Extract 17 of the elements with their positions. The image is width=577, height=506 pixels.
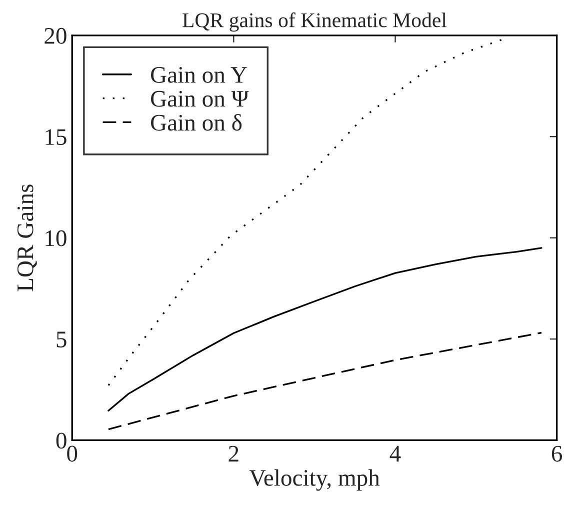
x-tick-label: 2 — [228, 446, 238, 462]
legend-label: Gain on δ — [151, 114, 242, 131]
x-tick-label: 4 — [390, 446, 401, 462]
line-series — [108, 332, 542, 430]
chart-title: LQR gains of Kinematic Model — [182, 12, 447, 32]
legend-label: Gain on Ψ — [151, 90, 249, 107]
x-tick-label: 0 — [67, 446, 78, 462]
y-tick-label: 10 — [46, 230, 66, 246]
y-tick-label: 5 — [56, 332, 66, 348]
y-tick-label: 15 — [46, 129, 66, 146]
y-tick-label: 20 — [44, 28, 66, 44]
y-tick-label: 0 — [56, 432, 66, 449]
legend-label: Gain on Y — [151, 67, 247, 83]
y-axis-title: LQR Gains — [17, 184, 37, 292]
x-axis-title: Velocity, mph — [249, 469, 380, 491]
line-series — [108, 247, 542, 412]
x-tick-label: 6 — [552, 446, 562, 462]
